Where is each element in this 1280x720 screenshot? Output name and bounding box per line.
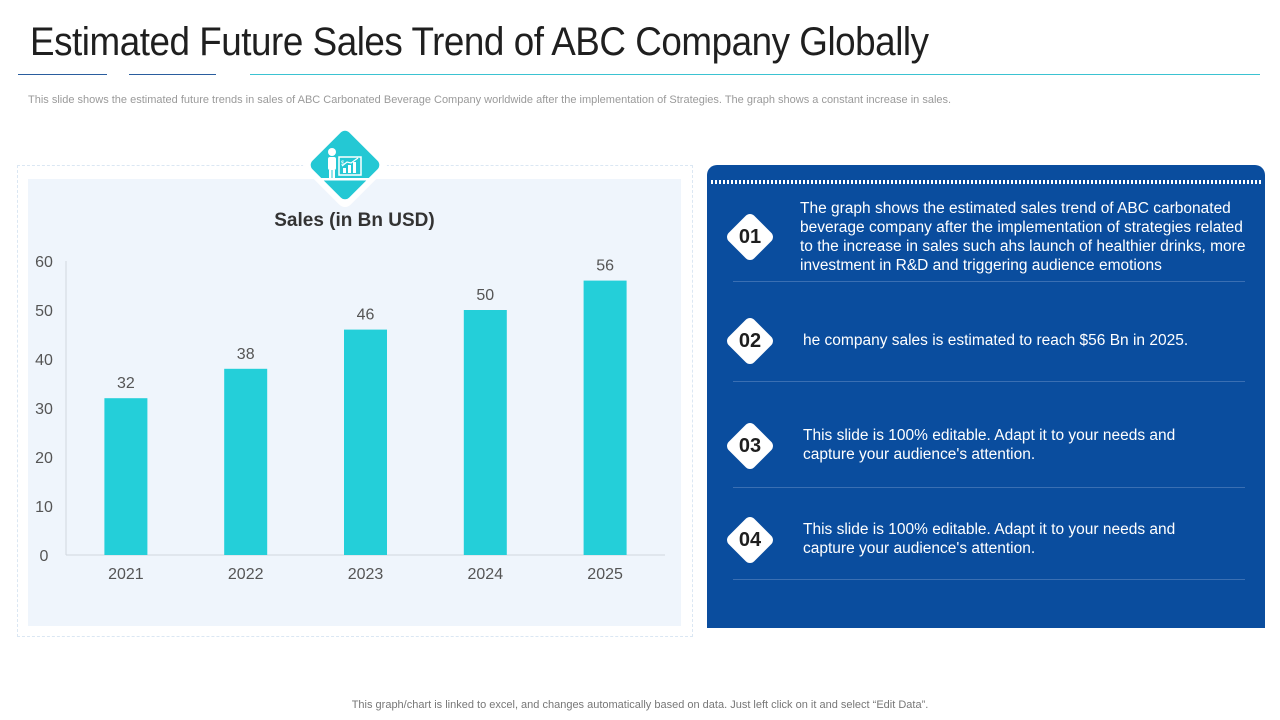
y-tick-label: 30 (35, 401, 53, 418)
x-tick-label: 2025 (587, 566, 623, 583)
data-label: 46 (357, 307, 375, 324)
y-tick-label: 40 (35, 352, 53, 369)
title-rule-2 (129, 74, 216, 75)
bar (583, 280, 627, 555)
point-number: 04 (738, 529, 762, 551)
bar (344, 329, 387, 555)
bar (104, 398, 148, 555)
y-tick-label: 10 (35, 499, 53, 516)
point-text: This slide is 100% editable. Adapt it to… (803, 427, 1176, 463)
point-number: 01 (738, 226, 762, 248)
svg-text:$: $ (341, 161, 345, 167)
x-tick-label: 2021 (108, 566, 144, 583)
bar-chart[interactable]: 0 10 20 30 40 50 60 32 2021 38 2022 46 2023 50 2024 56 2… (28, 179, 681, 626)
data-label: 56 (596, 258, 614, 275)
y-tick-label: 50 (35, 303, 53, 320)
key-points-panel: 01 The graph shows the estimated sales t… (707, 165, 1265, 628)
presenter-chart-icon: $ (317, 148, 369, 181)
chart-title: Sales (in Bn USD) (274, 210, 435, 231)
point-number: 03 (738, 435, 762, 457)
point-number-badge: 04 (724, 514, 776, 566)
title-rule-1 (18, 74, 107, 75)
point-separator (733, 381, 1245, 382)
point-text: This slide is 100% editable. Adapt it to… (803, 521, 1176, 557)
y-tick-label: 60 (35, 254, 53, 271)
dotted-border (711, 180, 1261, 184)
point-number: 02 (738, 330, 762, 352)
y-tick-label: 20 (35, 450, 53, 467)
title-rule-3 (250, 74, 1260, 75)
point-separator (733, 281, 1245, 282)
bar (224, 368, 268, 555)
data-label: 32 (117, 375, 135, 392)
slide-subtitle: This slide shows the estimated future tr… (28, 94, 952, 106)
bar (463, 310, 507, 555)
x-tick-label: 2023 (348, 566, 384, 583)
point-text: The graph shows the estimated sales tren… (800, 200, 1246, 274)
point-text: he company sales is estimated to reach $… (803, 332, 1189, 349)
y-tick-label: 0 (40, 548, 49, 565)
data-label: 50 (476, 287, 494, 304)
data-label: 38 (237, 346, 255, 363)
point-separator (733, 487, 1245, 488)
point-number-badge: 03 (724, 420, 776, 472)
slide-title: Estimated Future Sales Trend of ABC Comp… (30, 20, 929, 64)
x-tick-label: 2022 (228, 566, 264, 583)
point-separator (733, 579, 1245, 580)
chart-badge: $ (299, 119, 391, 211)
slide-footer: This graph/chart is linked to excel, and… (351, 699, 929, 711)
x-tick-label: 2024 (468, 566, 504, 583)
point-number-badge: 02 (724, 315, 776, 367)
point-number-badge: 01 (724, 211, 776, 263)
